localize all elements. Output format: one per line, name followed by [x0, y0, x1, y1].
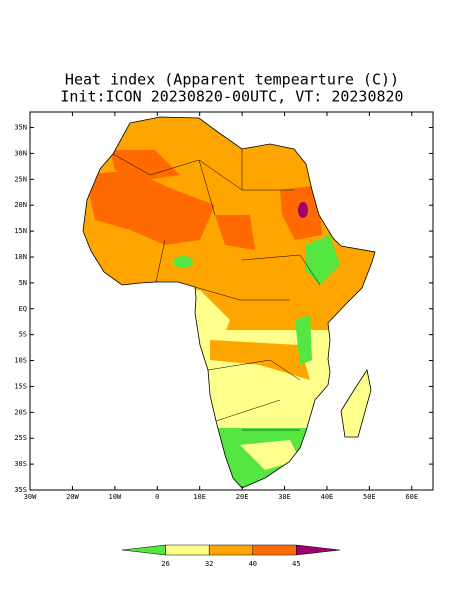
- lon-tick-label: 30W: [24, 493, 37, 501]
- lon-tick-label: 40E: [321, 493, 334, 501]
- field-green-nigeria: [173, 256, 193, 268]
- lat-tick-label: 25S: [14, 434, 27, 442]
- map-frame: [29, 111, 434, 491]
- field-purple: [298, 202, 308, 218]
- colorbar-segment: [165, 544, 210, 556]
- colorbar-label: 40: [249, 560, 257, 568]
- lat-tick-label: 30N: [14, 149, 27, 157]
- colorbar-segment: [121, 544, 166, 556]
- field-green-lakes: [295, 315, 312, 365]
- field-red-sahel: [85, 170, 215, 245]
- lat-tick-label: 20N: [14, 201, 27, 209]
- lat-tick-label: 35S: [14, 486, 27, 494]
- lon-tick-label: 60E: [405, 493, 418, 501]
- colorbar-label: 32: [205, 560, 213, 568]
- coastline: [82, 116, 376, 489]
- colorbar-segment: [208, 544, 254, 556]
- madagascar: [340, 368, 372, 438]
- field-green-ethiopia: [305, 235, 340, 285]
- borders: [112, 149, 321, 431]
- lon-tick-label: 10W: [109, 493, 122, 501]
- lat-tick-label: 35N: [14, 124, 27, 132]
- colorbar-label: 26: [161, 560, 169, 568]
- lat-tick-label: 15S: [14, 382, 27, 390]
- field-red-north: [110, 150, 180, 180]
- lat-tick-label: 15N: [14, 227, 27, 235]
- field-red-chad: [215, 215, 255, 250]
- colorbar-label: 45: [292, 560, 300, 568]
- colorbar: 26 32 40 45: [121, 544, 341, 568]
- title: Heat index (Apparent tempearture (C)): [65, 71, 399, 89]
- field-yellow-tip: [240, 440, 300, 470]
- lat-tick-label: 20S: [14, 408, 27, 416]
- lon-tick-label: 10E: [193, 493, 206, 501]
- lat-tick-label: 30S: [14, 460, 27, 468]
- lon-tick-label: 20W: [66, 493, 79, 501]
- lon-tick-label: 50E: [363, 493, 376, 501]
- lat-tick-label: 5S: [19, 331, 27, 339]
- ticks: 35N 30N 25N 20N 15N 10N 5N EQ 5S 10S 15S 20S 25S 30S 3…: [14, 112, 433, 501]
- lat-tick-label: 10N: [14, 253, 27, 261]
- colorbar-segment: [252, 544, 297, 556]
- lat-tick-label: 10S: [14, 357, 27, 365]
- lon-tick-label: 20E: [236, 493, 249, 501]
- lat-tick-label: 25N: [14, 175, 27, 183]
- lat-tick-label: EQ: [19, 305, 27, 313]
- lon-tick-label: 0: [155, 493, 159, 501]
- subtitle: Init:ICON 20230820-00UTC, VT: 20230820: [60, 88, 403, 106]
- lat-tick-label: 5N: [19, 279, 27, 287]
- lon-tick-label: 30E: [278, 493, 291, 501]
- colorbar-segment: [296, 544, 341, 556]
